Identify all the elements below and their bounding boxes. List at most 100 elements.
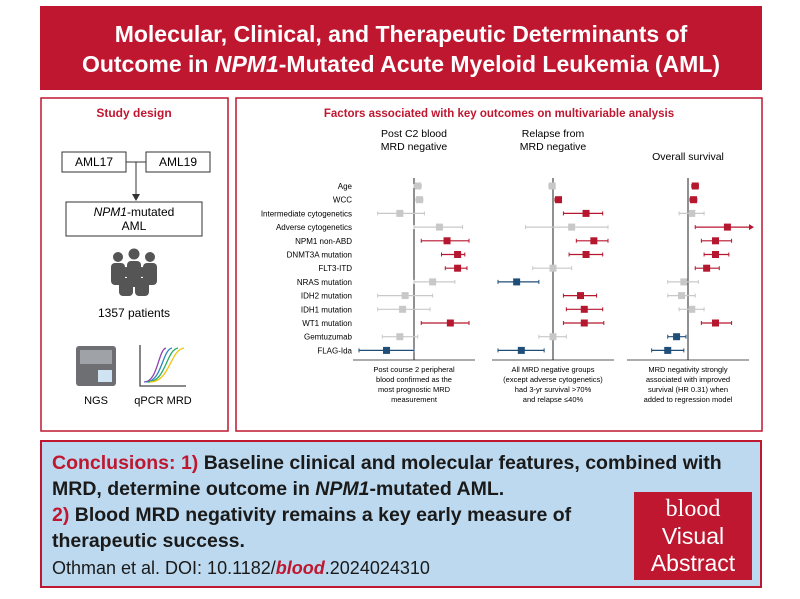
panel-note: had 3-yr survival >70%	[515, 385, 592, 394]
point-estimate	[414, 182, 422, 190]
conclusion-gene: NPM1	[315, 478, 370, 500]
title-banner: Molecular, Clinical, and Therapeutic Det…	[40, 6, 762, 90]
method-label: qPCR MRD	[134, 395, 192, 407]
point-estimate	[712, 251, 719, 258]
title-text: Outcome in	[81, 51, 215, 77]
point-estimate	[443, 237, 451, 245]
panel-note: most prognostic MRD	[378, 385, 451, 394]
factor-label: FLT3-ITD	[318, 264, 352, 273]
point-estimate	[401, 292, 409, 300]
conclusion-text: -mutated AML.	[369, 478, 505, 500]
point-estimate	[664, 346, 672, 354]
panel-note: MRD negativity strongly	[648, 365, 727, 374]
population-gene: NPM1	[94, 205, 127, 219]
study-box	[40, 97, 229, 432]
factor-label: Intermediate cytogenetics	[261, 209, 352, 218]
study-title: Study design	[96, 106, 171, 120]
factor-label: WCC	[333, 196, 352, 205]
title-gene: NPM1	[214, 51, 279, 77]
point-estimate	[582, 251, 590, 258]
logo-brand: blood	[665, 496, 721, 522]
factor-label: Adverse cytogenetics	[276, 223, 352, 232]
journal-logo: blood Visual Abstract	[634, 492, 752, 580]
point-estimate	[723, 223, 731, 231]
people-icon	[111, 248, 157, 296]
sequencer-icon	[76, 346, 116, 386]
point-estimate	[691, 182, 699, 190]
connector	[126, 161, 146, 196]
conclusions-box: Conclusions: 1) Baseline clinical and mo…	[40, 440, 762, 588]
analysis-title: Factors associated with key outcomes on …	[324, 108, 674, 120]
analysis-box	[235, 97, 763, 432]
point-estimate	[673, 333, 681, 341]
ci-arrow	[749, 224, 754, 231]
forest-plots: Age WCC Intermediate cytogenetics Adverse c…	[261, 128, 754, 404]
point-estimate	[582, 209, 590, 217]
conclusion-number: 2)	[52, 504, 70, 526]
point-estimate	[590, 237, 598, 245]
conclusion-text: Baseline clinical and molecular features…	[52, 452, 728, 500]
logo-line: Abstract	[650, 550, 736, 576]
title-line: Molecular, Clinical, and Therapeutic Det…	[114, 21, 688, 47]
point-estimate	[568, 223, 576, 231]
panel-note: measurement	[391, 395, 438, 404]
point-estimate	[416, 196, 424, 204]
trial-label: AML19	[159, 155, 197, 169]
point-estimate	[435, 223, 443, 231]
conclusions-label: Conclusions:	[52, 452, 176, 474]
factor-label: WT1 mutation	[302, 319, 352, 328]
panel-title: Relapse from	[522, 128, 585, 140]
point-estimate	[454, 264, 462, 272]
conclusions-text: Conclusions: 1) Baseline clinical and mo…	[52, 450, 742, 554]
point-estimate	[688, 209, 696, 217]
trial-label: AML17	[75, 155, 113, 169]
panel-title: Post C2 blood	[381, 128, 447, 140]
patients-label: 1357 patients	[98, 306, 170, 320]
factor-label: IDH2 mutation	[301, 292, 352, 301]
population-label: AML	[122, 219, 147, 233]
point-estimate	[549, 333, 557, 341]
population-box	[65, 201, 203, 237]
panel-note: and relapse ≤40%	[523, 395, 584, 404]
citation: Othman et al. DOI: 10.1182/blood.2024024…	[52, 558, 430, 579]
point-estimate	[513, 278, 521, 286]
point-estimate	[396, 209, 404, 217]
panel-note: (except adverse cytogenetics)	[503, 375, 603, 384]
point-estimate	[577, 292, 584, 300]
factor-label: DNMT3A mutation	[287, 251, 352, 260]
point-estimate	[712, 319, 719, 327]
point-estimate	[703, 264, 711, 272]
point-estimate	[517, 346, 525, 354]
point-estimate	[399, 305, 407, 313]
point-estimate	[580, 319, 588, 327]
method-label: NGS	[84, 395, 108, 407]
panel-note: Post course 2 peripheral	[373, 365, 455, 374]
point-estimate	[383, 346, 390, 354]
point-estimate	[555, 196, 563, 204]
citation-text: Othman et al. DOI: 10.1182/	[52, 558, 276, 578]
title-text: -Mutated Acute Myeloid Leukemia (AML)	[278, 51, 721, 77]
point-estimate	[690, 196, 698, 204]
point-estimate	[549, 264, 557, 272]
qpcr-icon	[139, 345, 186, 387]
panel-note: blood confirmed as the	[376, 375, 452, 384]
arrow-head	[132, 194, 140, 201]
point-estimate	[678, 292, 686, 300]
logo-line: Visual	[661, 523, 725, 549]
point-estimate	[712, 237, 719, 245]
factor-label: FLAG-Ida	[317, 346, 352, 355]
panel-title: MRD negative	[520, 141, 587, 153]
panel-note: survival (HR 0.31) when	[648, 385, 728, 394]
panel-note: added to regression model	[644, 395, 733, 404]
point-estimate	[396, 333, 404, 341]
panel-title: Overall survival	[652, 151, 724, 163]
citation-text: .2024024310	[324, 558, 430, 578]
conclusion-number: 1)	[180, 452, 199, 474]
conclusion-text: Blood MRD negativity remains a key early…	[52, 504, 572, 552]
point-estimate	[680, 278, 688, 286]
point-estimate	[548, 182, 556, 190]
point-estimate	[429, 278, 437, 286]
factor-label: NPM1 non-ABD	[295, 237, 352, 246]
population-text: -mutated	[127, 205, 174, 219]
